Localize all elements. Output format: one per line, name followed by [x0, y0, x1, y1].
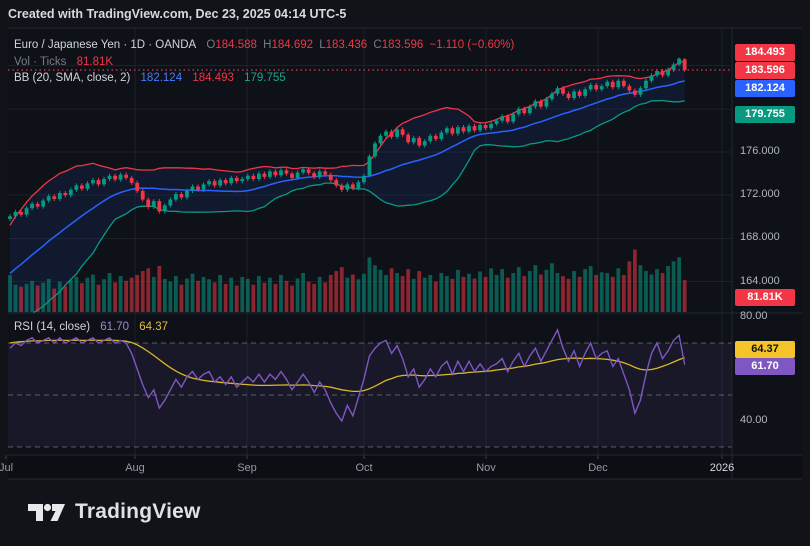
tradingview-icon	[28, 503, 65, 521]
symbol-title[interactable]: Euro / Japanese Yen · 1D · OANDA	[14, 39, 197, 51]
change-value: −1.110 (−0.60%)	[429, 39, 515, 51]
close-value: 183.596	[381, 39, 424, 51]
volume-badge: 81.81K	[735, 288, 795, 306]
close-label: C	[373, 39, 382, 51]
bb-lower-value: 179.755	[244, 72, 286, 84]
time-axis-label-2026: 2026	[709, 462, 735, 474]
rsi-value: 61.70	[100, 321, 130, 333]
price-axis-label: 168.000	[740, 231, 780, 243]
open-label: O	[206, 39, 216, 51]
last-price-badge: 183.596	[735, 61, 795, 79]
high-value: 184.692	[271, 39, 314, 51]
rsi-legend[interactable]: RSI (14, close) 61.70 64.37	[14, 320, 168, 334]
rsi-level-lines	[8, 342, 732, 448]
logo-text: TradingView	[75, 500, 201, 523]
bb-legend[interactable]: BB (20, SMA, close, 2) 182.124 184.493 1…	[14, 71, 286, 85]
volume-label[interactable]: Vol · Ticks	[14, 56, 67, 68]
price-axis-label: 172.000	[740, 188, 780, 200]
time-axis-label-dec: Dec	[588, 462, 608, 474]
low-label: L	[319, 39, 326, 51]
bb-label[interactable]: BB (20, SMA, close, 2)	[14, 72, 131, 84]
watermark-text: Created with TradingView.com, Dec 23, 20…	[8, 7, 347, 21]
volume-bars	[8, 249, 687, 312]
time-axis-label-aug: Aug	[125, 462, 145, 474]
open-value: 184.588	[215, 39, 257, 51]
rsi-ma-badge: 64.37	[735, 340, 795, 358]
vertical-gridlines	[134, 28, 723, 455]
pane-separators	[5, 27, 802, 480]
volume-value: 81.81K	[76, 56, 114, 68]
bb-upper-badge: 184.493	[735, 43, 795, 61]
rsi-lines	[9, 328, 686, 423]
bb-upper-value: 184.493	[192, 72, 234, 84]
watermark-bar: Created with TradingView.com, Dec 23, 20…	[0, 0, 810, 28]
price-axis-label: 164.000	[740, 275, 780, 287]
bb-basis-value: 182.124	[140, 72, 183, 84]
low-value: 183.436	[325, 39, 368, 51]
price-axis-label: 176.000	[740, 145, 780, 157]
rsi-badge: 61.70	[735, 357, 795, 375]
rsi-ma-value: 64.37	[139, 321, 169, 333]
rsi-axis-label: 80.00	[740, 310, 768, 322]
time-axis-label-nov: Nov	[476, 462, 496, 474]
time-axis-label-oct: Oct	[355, 462, 373, 474]
time-axis-strip[interactable]	[8, 455, 802, 479]
bb-lower-badge: 179.755	[735, 105, 795, 123]
tradingview-logo[interactable]: TradingView	[28, 500, 201, 524]
bb-basis-badge: 182.124	[735, 79, 795, 97]
time-axis-label-sep: Sep	[237, 462, 257, 474]
symbol-legend[interactable]: Euro / Japanese Yen · 1D · OANDA O184.58…	[14, 38, 514, 52]
volume-legend[interactable]: Vol · Ticks 81.81K	[14, 55, 113, 69]
rsi-label[interactable]: RSI (14, close)	[14, 321, 91, 333]
time-axis-label-jul: Jul	[0, 462, 14, 474]
chart-background	[8, 28, 802, 455]
rsi-axis-label: 40.00	[740, 414, 768, 426]
high-label: H	[263, 39, 272, 51]
candles	[8, 57, 687, 222]
